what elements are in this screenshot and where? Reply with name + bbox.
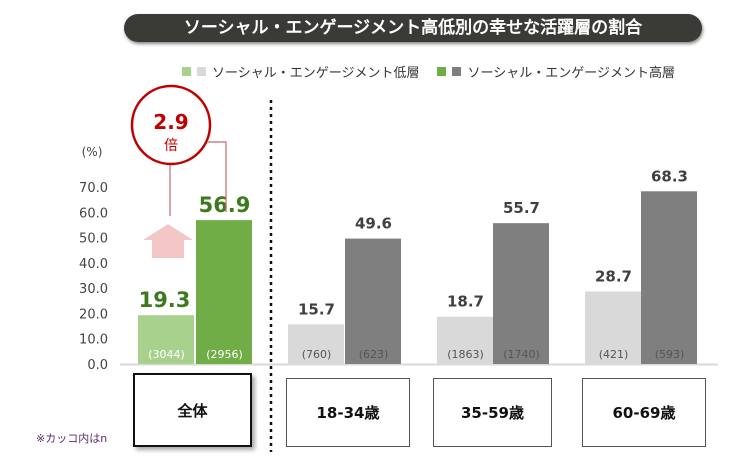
up-arrow-icon <box>143 224 193 258</box>
y-tick-label: 10.0 <box>79 333 108 348</box>
bar-n-label: (421) <box>599 348 629 361</box>
bar-n-label: (2956) <box>206 348 243 361</box>
bar-n-label: (3044) <box>148 348 185 361</box>
chart-title: ソーシャル・エンゲージメント高低別の幸せな活躍層の割合 <box>124 14 702 42</box>
bar-high <box>196 220 252 364</box>
y-tick-label: 70.0 <box>79 181 108 196</box>
legend: ソーシャル・エンゲージメント低層 ソーシャル・エンゲージメント高層 <box>182 62 675 81</box>
legend-swatch-low-gray <box>197 67 206 76</box>
bar-n-label: (1863) <box>447 348 484 361</box>
bar-n-label: (760) <box>302 348 332 361</box>
bar-high <box>641 191 697 364</box>
bar-value-label: 28.7 <box>595 267 632 285</box>
connector-line-right <box>208 141 227 212</box>
bar-value-label: 68.3 <box>651 167 688 185</box>
bar-low <box>437 316 493 364</box>
category-18-34: 18-34歳 <box>286 378 410 447</box>
bar-value-label: 18.7 <box>447 293 484 311</box>
category-35-59: 35-59歳 <box>433 378 552 447</box>
multiplier-value: 2.9 <box>153 110 188 134</box>
y-tick-label: 50.0 <box>79 232 108 247</box>
y-axis-label: (%) <box>82 145 103 159</box>
bar-low <box>585 291 641 364</box>
bar-value-label: 19.3 <box>139 288 191 312</box>
multiplier-circle <box>130 84 212 166</box>
y-tick-label: 20.0 <box>79 307 108 322</box>
bar-high <box>493 223 549 364</box>
bar-value-label: 55.7 <box>503 199 540 217</box>
bar-low <box>288 324 344 364</box>
legend-swatch-high-green <box>437 67 447 76</box>
multiplier-unit: 倍 <box>164 138 178 154</box>
bar-high <box>345 238 401 364</box>
legend-label-high: ソーシャル・エンゲージメント高層 <box>467 66 675 81</box>
bar-n-label: (623) <box>359 348 389 361</box>
legend-swatch-low-green <box>182 67 191 76</box>
bar-low <box>138 315 194 364</box>
category-60-69: 60-69歳 <box>582 378 706 447</box>
bar-value-label: 56.9 <box>199 193 251 217</box>
y-tick-label: 30.0 <box>79 282 108 297</box>
bar-value-label: 15.7 <box>298 300 335 318</box>
footnote: ※カッコ内はn <box>36 432 108 445</box>
legend-label-low: ソーシャル・エンゲージメント低層 <box>212 66 420 81</box>
bar-n-label: (1740) <box>503 348 540 361</box>
bar-value-label: 49.6 <box>355 215 392 233</box>
category-overall: 全体 <box>133 373 252 447</box>
y-tick-label: 0.0 <box>87 358 108 373</box>
bar-n-label: (593) <box>655 348 685 361</box>
legend-swatch-high-gray <box>452 67 462 76</box>
y-tick-label: 60.0 <box>79 206 108 221</box>
y-tick-label: 40.0 <box>79 257 108 272</box>
